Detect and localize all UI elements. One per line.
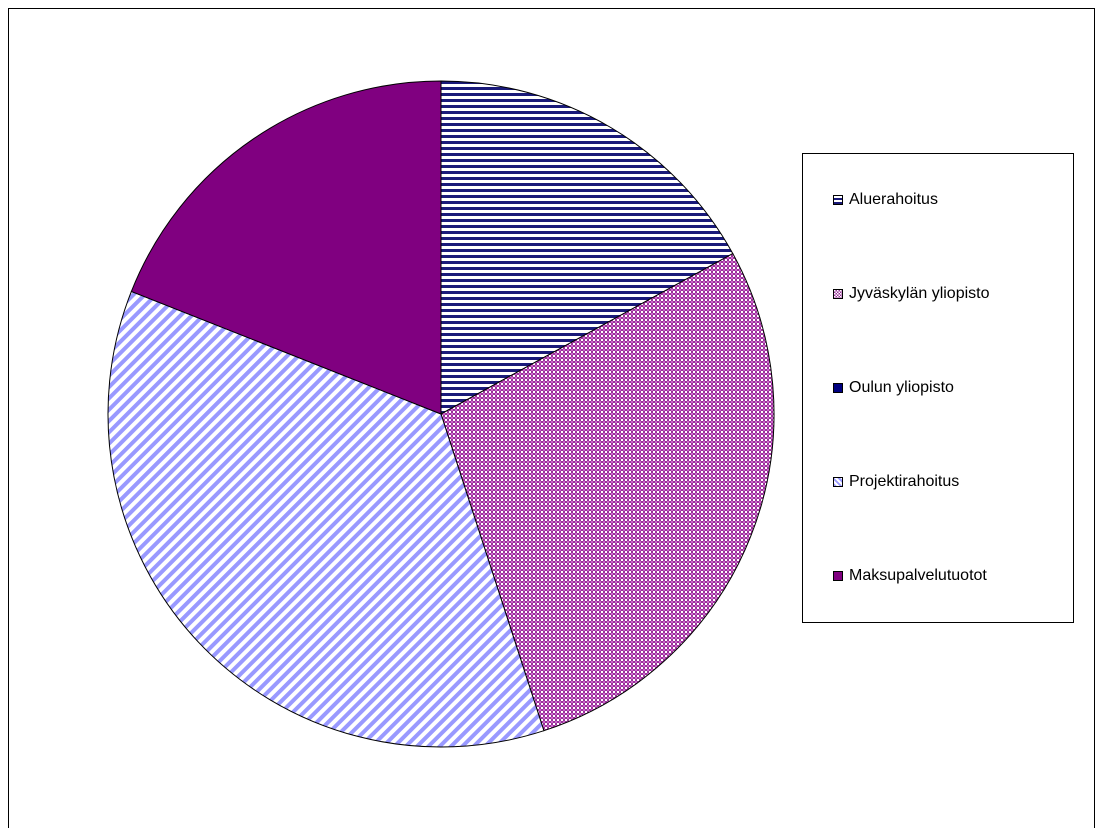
legend-item-maksupalvelutuotot: Maksupalvelutuotot — [833, 566, 987, 586]
legend-label: Oulun yliopisto — [849, 379, 954, 396]
legend-swatch-diagonal-lines — [833, 477, 843, 487]
chart-frame: Aluerahoitus Jyväskylän yliopisto Oulun … — [8, 8, 1095, 828]
legend-swatch-crosshatch — [833, 289, 843, 299]
legend-label: Projektirahoitus — [849, 473, 960, 490]
legend-label: Aluerahoitus — [849, 191, 938, 208]
legend-item-projektirahoitus: Projektirahoitus — [833, 472, 959, 492]
pie-slices — [107, 80, 775, 748]
pie-chart — [107, 80, 775, 748]
pie-slice-maksupalvelutuotot — [130, 80, 442, 415]
legend-label: Jyväskylän yliopisto — [849, 285, 990, 302]
legend-item-aluerahoitus: Aluerahoitus — [833, 190, 938, 210]
legend-swatch-horizontal-lines — [833, 195, 843, 205]
legend-item-oulun-yliopisto: Oulun yliopisto — [833, 378, 954, 398]
legend: Aluerahoitus Jyväskylän yliopisto Oulun … — [802, 153, 1074, 623]
pie-slice-jyv-skyl-n-yliopisto — [440, 252, 775, 732]
pie-slice-projektirahoitus — [107, 290, 545, 748]
legend-swatch-solid-purple — [833, 571, 843, 581]
pie-slice-aluerahoitus — [440, 80, 734, 415]
legend-item-jyvaskylan-yliopisto: Jyväskylän yliopisto — [833, 284, 990, 304]
legend-label: Maksupalvelutuotot — [849, 567, 987, 584]
legend-swatch-solid-navy — [833, 383, 843, 393]
